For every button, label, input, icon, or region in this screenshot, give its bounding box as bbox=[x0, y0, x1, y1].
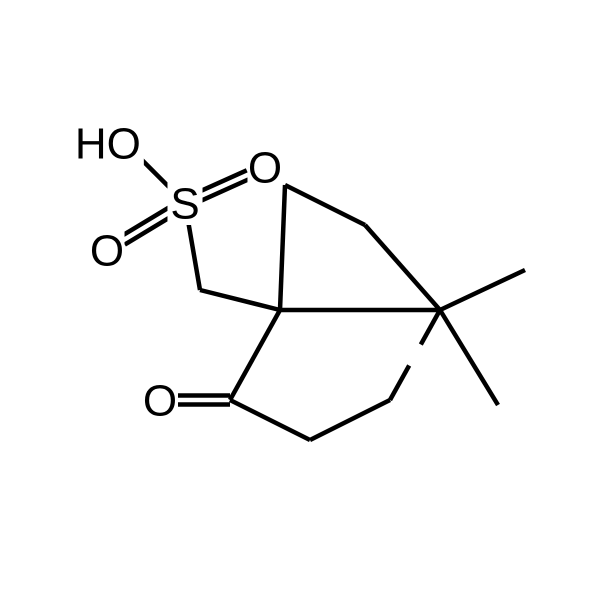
atom-label-O1: O bbox=[248, 143, 282, 192]
atom-label-O3: HO bbox=[75, 119, 141, 168]
bond-C7-C5 bbox=[365, 225, 440, 310]
bond-C10-S bbox=[188, 223, 200, 290]
bond-C4-C7-b bbox=[421, 310, 440, 345]
atom-label-O2: O bbox=[90, 226, 124, 275]
bond-C4-C7-a bbox=[390, 365, 409, 400]
bond-C1-C2 bbox=[230, 310, 280, 400]
bond-C7-C8 bbox=[440, 270, 525, 310]
bond-C6-C1 bbox=[280, 185, 285, 310]
bond-C3-C4 bbox=[310, 400, 390, 440]
atom-label-S: S bbox=[170, 179, 199, 228]
bond-C2-C3 bbox=[230, 400, 310, 440]
chemical-structure-diagram: SOOHOO bbox=[0, 0, 600, 600]
bond-C5-C6 bbox=[285, 185, 365, 225]
atom-label-O4: O bbox=[143, 376, 177, 425]
bond-C7-C9 bbox=[440, 310, 498, 405]
bond-C1-C10 bbox=[200, 290, 280, 310]
